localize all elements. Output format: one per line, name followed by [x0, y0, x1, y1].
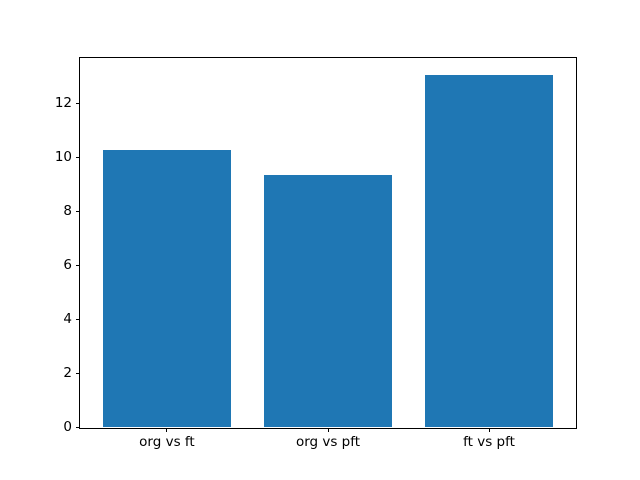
y-tick-label: 10: [54, 149, 72, 166]
y-tick-mark: [76, 372, 80, 374]
y-tick-mark: [76, 264, 80, 266]
bar-ft-vs-pft: [424, 75, 554, 428]
x-tick-label: ft vs pft: [463, 434, 515, 451]
y-tick-mark: [76, 426, 80, 428]
x-tick-mark: [327, 428, 329, 433]
y-tick-mark: [76, 210, 80, 212]
x-tick-mark: [488, 428, 490, 433]
x-tick-mark: [166, 428, 168, 433]
y-tick-mark: [76, 102, 80, 104]
y-tick-mark: [76, 318, 80, 320]
bar-org-vs-pft: [263, 174, 393, 428]
x-tick-label: org vs pft: [295, 434, 361, 451]
y-tick-label: 2: [63, 365, 72, 382]
y-tick-label: 12: [54, 95, 72, 112]
y-tick-label: 0: [63, 419, 72, 436]
x-tick-label: org vs ft: [139, 434, 195, 451]
y-tick-label: 6: [63, 257, 72, 274]
y-tick-label: 4: [63, 311, 72, 328]
y-tick-label: 8: [63, 203, 72, 220]
y-tick-mark: [76, 156, 80, 158]
bar-org-vs-ft: [102, 149, 232, 428]
